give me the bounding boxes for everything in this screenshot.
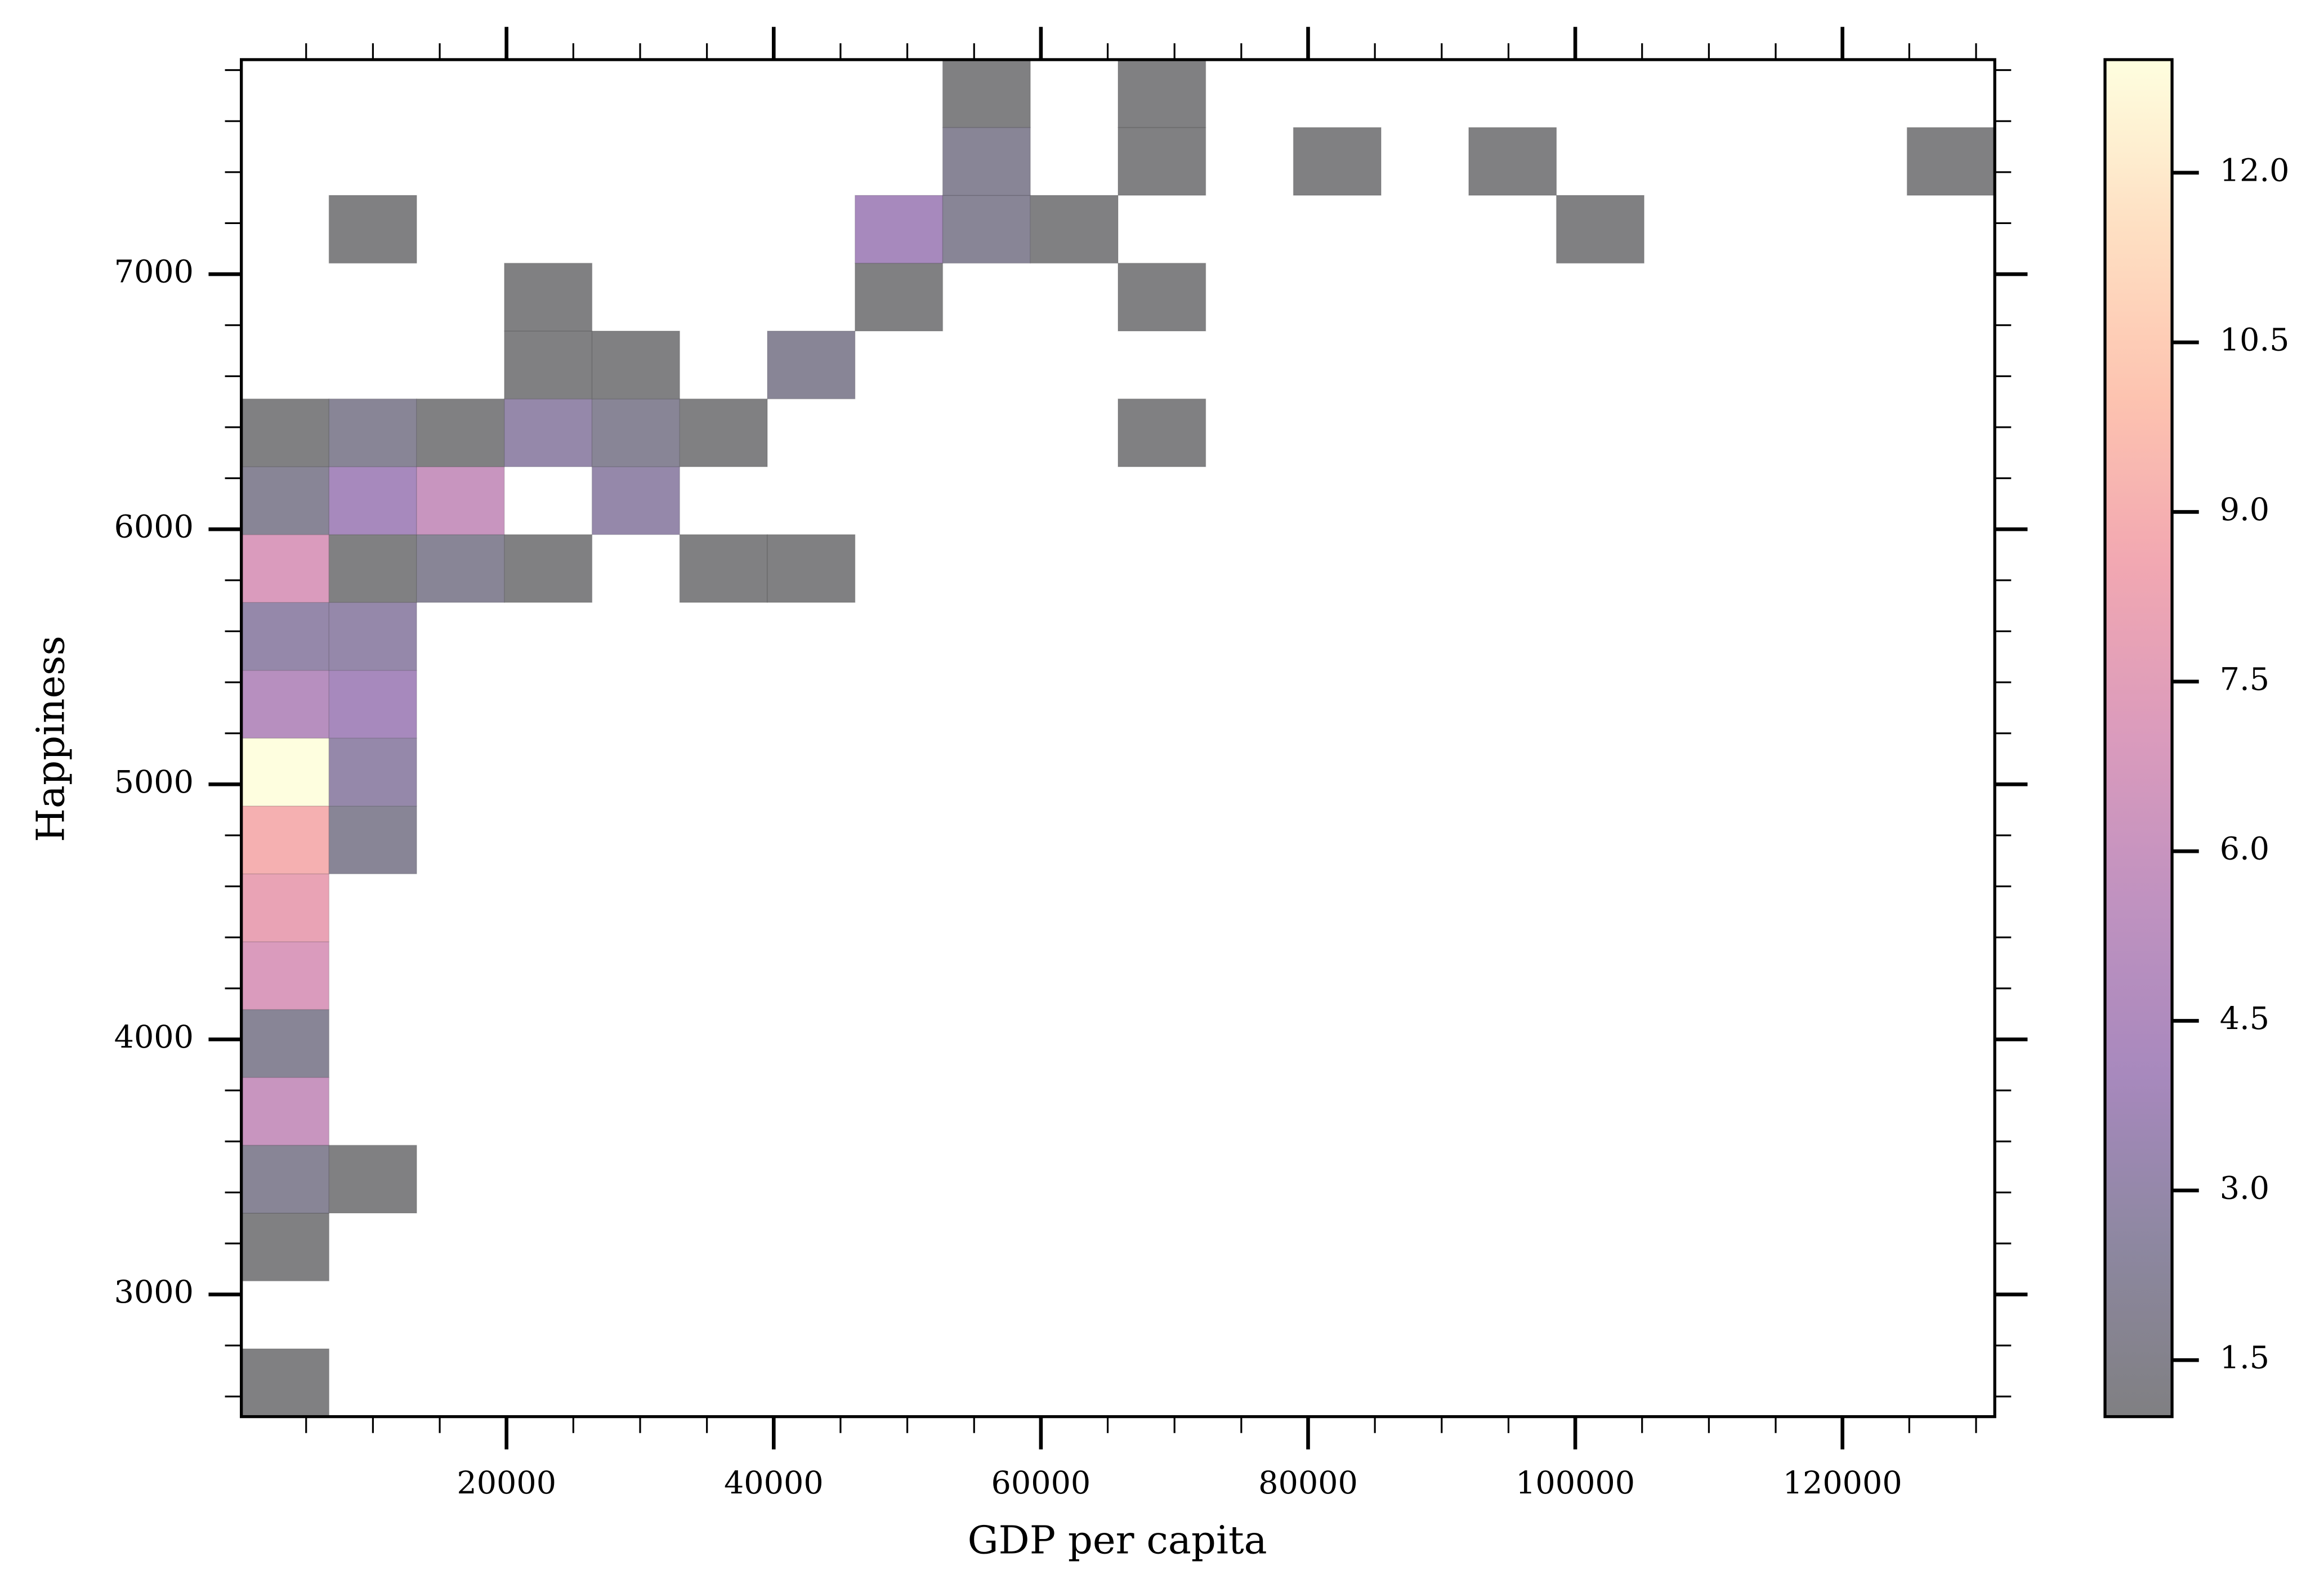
y-tick-label: 4000 [114,1019,194,1055]
hist-cell [240,737,330,807]
colorbar-tick-label: 6.0 [2220,831,2269,867]
colorbar-tick-label: 12.0 [2220,152,2290,189]
colorbar [2103,58,2174,1419]
hist-cell [1118,127,1206,196]
hist-cell [504,534,593,603]
hist-cell [328,737,417,807]
x-tick-label: 80000 [1258,1465,1358,1501]
hist-cell [1906,127,1995,196]
y-tick-label: 7000 [114,254,194,290]
x-tick-label: 40000 [724,1465,824,1501]
hist-cell [854,195,944,264]
hist-cell [240,1213,330,1282]
colorbar-tick-label: 9.0 [2220,491,2269,528]
y-tick-label: 3000 [114,1274,194,1310]
hist-cell [591,466,681,535]
hist-cell [679,534,768,603]
hist-cell [416,534,505,603]
colorbar-tick-label: 1.5 [2220,1340,2269,1376]
colorbar-tick-label: 10.5 [2220,322,2290,359]
hist-cell [416,466,505,535]
hist-cell [240,1348,330,1417]
hist-cell [240,1009,330,1078]
hist-cell [591,398,681,467]
x-axis-label: GDP per capita [968,1518,1267,1563]
colorbar-tick-label: 4.5 [2220,1000,2269,1037]
hist-cell [1556,195,1645,264]
hist-cell [1118,398,1206,467]
hist-cell [328,669,417,739]
hist-cell [240,1144,330,1214]
colorbar-tick-label: 3.0 [2220,1170,2269,1206]
hist-cell [328,602,417,671]
hist-cell [240,669,330,739]
hist-cell [240,941,330,1010]
hist-cell [679,398,768,467]
hist-cell [504,398,593,467]
hist-cell [240,873,330,942]
x-tick-label: 60000 [991,1465,1091,1501]
hist-cell [240,398,330,467]
hist-cell [1118,262,1206,332]
hist-cell [591,330,681,400]
colorbar-tick-label: 7.5 [2220,661,2269,697]
hist-cell [240,1077,330,1146]
y-tick-label: 6000 [114,509,194,545]
hist-cell [240,806,330,875]
hist-cell [1293,127,1382,196]
hist-cell [1030,195,1119,264]
y-tick-label: 5000 [114,764,194,800]
x-tick-label: 20000 [457,1465,556,1501]
hist-cell [240,534,330,603]
hist-cell [854,262,944,332]
hist-cell [416,398,505,467]
x-tick-label: 120000 [1783,1465,1902,1501]
hist-cell [767,330,856,400]
hist-cell [767,534,856,603]
hist-cell [328,806,417,875]
hist-cell [328,398,417,467]
hist-cell [240,602,330,671]
hist-cell [942,127,1031,196]
hist-cell [504,262,593,332]
hist-cell [240,466,330,535]
hist-cell [328,1144,417,1214]
hist-cell [328,534,417,603]
hist-cell [942,195,1031,264]
x-tick-label: 100000 [1516,1465,1635,1501]
y-axis-label: Happiness [28,636,73,842]
hist-cell [328,195,417,264]
hist-cell [504,330,593,400]
hist-cell [328,466,417,535]
hist-cell [1468,127,1557,196]
hist-cell [1118,59,1206,128]
plot-frame [240,58,1996,1419]
hist-cell [942,59,1031,128]
